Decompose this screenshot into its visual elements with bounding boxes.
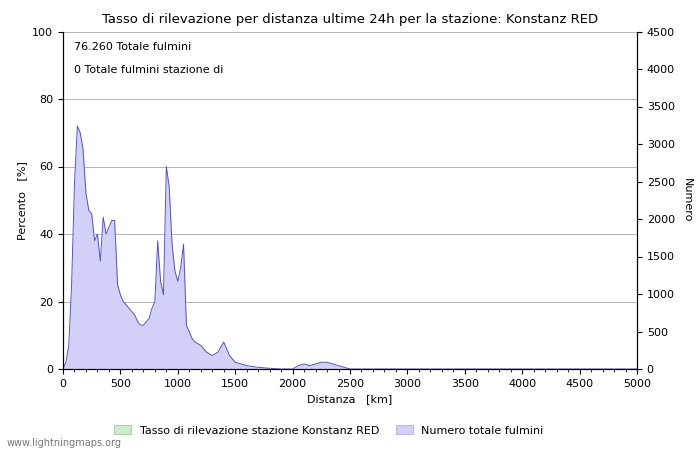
Title: Tasso di rilevazione per distanza ultime 24h per la stazione: Konstanz RED: Tasso di rilevazione per distanza ultime… xyxy=(102,13,598,26)
Text: 0 Totale fulmini stazione di: 0 Totale fulmini stazione di xyxy=(74,65,224,75)
Text: 76.260 Totale fulmini: 76.260 Totale fulmini xyxy=(74,42,192,52)
Y-axis label: Numero: Numero xyxy=(682,178,692,222)
Y-axis label: Percento   [%]: Percento [%] xyxy=(17,161,27,240)
X-axis label: Distanza   [km]: Distanza [km] xyxy=(307,394,393,404)
Legend: Tasso di rilevazione stazione Konstanz RED, Numero totale fulmini: Tasso di rilevazione stazione Konstanz R… xyxy=(110,421,548,440)
Text: www.lightningmaps.org: www.lightningmaps.org xyxy=(7,438,122,448)
